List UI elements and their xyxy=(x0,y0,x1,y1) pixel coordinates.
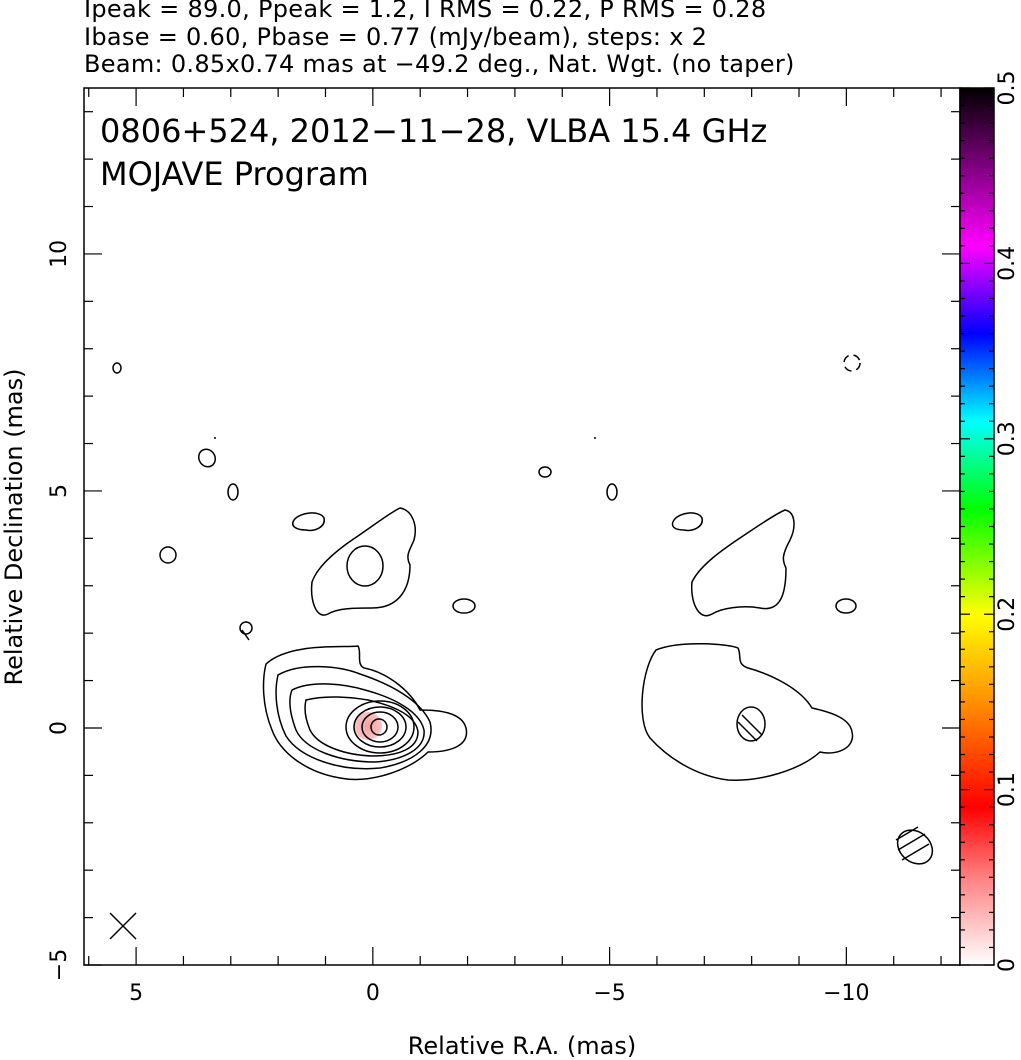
x-tick-label: 0 xyxy=(366,981,380,1006)
plot-frame xyxy=(83,87,961,966)
core-contour-2 xyxy=(275,665,432,770)
isolated-contour-e xyxy=(227,483,239,501)
colorbar-tick-label: 0.2 xyxy=(995,597,1020,632)
colorbar xyxy=(959,87,995,966)
pol-isolated-contour-a xyxy=(671,512,703,532)
x-tick-label: 5 xyxy=(129,981,143,1006)
core-cross-marker xyxy=(109,912,137,940)
axis-ticks xyxy=(84,87,994,966)
colorbar-tick-label: 0.1 xyxy=(995,772,1020,807)
isolated-contour-d xyxy=(197,448,217,468)
pol-jet-contour xyxy=(690,509,795,617)
jet-contour-outer xyxy=(310,507,416,616)
jet-contour-inner xyxy=(346,545,384,587)
y-tick-label: −5 xyxy=(47,949,72,981)
y-tick-label: 10 xyxy=(47,240,72,268)
isolated-contour-b xyxy=(452,598,476,614)
core-contour-6 xyxy=(353,706,407,748)
x-tick-label: −5 xyxy=(593,981,625,1006)
chart-title-line-1: 0806+524, 2012−11−28, VLBA 15.4 GHz xyxy=(100,112,767,150)
colorbar-tick-label: 0.4 xyxy=(995,246,1020,281)
polarization-peak-marker xyxy=(354,712,382,740)
pol-outer-contour xyxy=(641,643,854,781)
beam-ellipse xyxy=(895,826,934,865)
intensity-contours xyxy=(112,362,618,781)
core-contour-1 xyxy=(262,645,468,781)
isolated-contour-g xyxy=(112,362,122,374)
isolated-contour-c xyxy=(159,546,177,564)
x-axis-label: Relative R.A. (mas) xyxy=(408,1032,636,1060)
header-line-1: Ipeak = 89.0, Ppeak = 1.2, I RMS = 0.22,… xyxy=(84,0,767,23)
x-tick-label: −10 xyxy=(823,981,869,1006)
core-contour-7 xyxy=(361,711,399,743)
header-line-2: Ibase = 0.60, Pbase = 0.77 (mJy/beam), s… xyxy=(84,23,708,51)
core-contour-4 xyxy=(304,696,419,757)
y-tick-label: 0 xyxy=(47,721,72,735)
colorbar-tick-label: 0.3 xyxy=(995,421,1020,456)
pol-isolated-contour-c xyxy=(843,354,861,372)
colorbar-tick-label: 0.5 xyxy=(995,71,1020,106)
core-contour-3 xyxy=(289,683,425,763)
y-tick-label: 5 xyxy=(47,484,72,498)
header-line-3: Beam: 0.85x0.74 mas at −49.2 deg., Nat. … xyxy=(84,50,795,78)
isolated-contour-a xyxy=(292,512,325,532)
core-contour-8 xyxy=(370,718,388,736)
pol-core-contour xyxy=(736,706,766,742)
core-contour-5 xyxy=(345,700,415,754)
isolated-contour-i xyxy=(606,483,618,501)
chart-title-line-2: MOJAVE Program xyxy=(100,155,369,193)
y-axis-label: Relative Declination (mas) xyxy=(0,368,28,685)
axis-tick-labels: 5 0 −5 −10 −5 0 5 10 0 0.1 0.2 0.3 0.4 0.5 xyxy=(47,71,1020,1007)
pol-isolated-contour-b xyxy=(835,598,857,614)
colorbar-tick-label: 0 xyxy=(995,958,1020,972)
polarization-contours xyxy=(641,354,861,781)
isolated-contour-h xyxy=(538,466,552,478)
isolated-contour-f xyxy=(239,621,253,635)
